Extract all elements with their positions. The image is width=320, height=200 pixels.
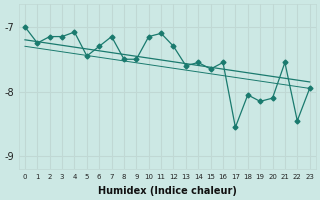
X-axis label: Humidex (Indice chaleur): Humidex (Indice chaleur) <box>98 186 237 196</box>
